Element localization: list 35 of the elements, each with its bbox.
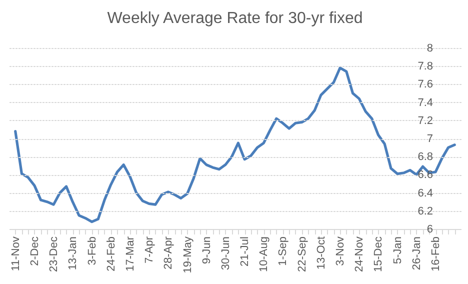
x-tick-label: 10-Aug <box>258 236 270 272</box>
x-tick-label: 9-Jun <box>200 236 213 264</box>
y-tick-label: 6 <box>426 224 434 236</box>
x-tick-label: 28-Apr <box>162 236 175 270</box>
y-tick-label: 7 <box>426 133 434 145</box>
x-tick-label: 7-Apr <box>144 236 156 264</box>
x-tick-label: 26-Jan <box>410 236 423 270</box>
y-tick-label: 6.2 <box>418 205 434 218</box>
y-tick-label: 6.8 <box>418 151 434 164</box>
x-tick-label: 13-Jan <box>67 236 80 270</box>
y-tick-label: 7.2 <box>418 114 434 127</box>
y-tick-label: 6.4 <box>418 187 434 200</box>
x-tick-label: 21-Jul <box>239 236 252 266</box>
x-tick-label: 13-Oct <box>315 236 328 270</box>
x-tick-label: 11-Nov <box>10 236 22 272</box>
x-tick-label: 30-Jun <box>220 236 232 270</box>
x-tick-label: 24-Feb <box>105 236 118 272</box>
chart-title: Weekly Average Rate for 30-yr fixed <box>107 10 363 27</box>
x-tick-label: 16-Feb <box>430 236 442 272</box>
x-tick-label: 23-Dec <box>48 236 60 272</box>
y-tick-label: 7.6 <box>418 78 434 91</box>
x-tick-label: 19-May <box>182 236 194 274</box>
x-tick-label: 3-Nov <box>334 236 347 266</box>
y-tick-label: 6.6 <box>418 169 434 182</box>
x-tick-label: 15-Dec <box>372 236 385 272</box>
x-tick-label: 22-Sep <box>296 236 308 272</box>
x-tick-label: 24-Nov <box>354 236 366 272</box>
x-tick-label: 3-Feb <box>86 236 98 266</box>
x-tick-label: 2-Dec <box>28 236 41 266</box>
x-tick-label: 5-Jan <box>392 236 404 264</box>
y-tick-label: 7.4 <box>418 96 434 109</box>
y-tick-label: 8 <box>426 42 434 54</box>
x-tick-label: 17-Mar <box>124 236 136 272</box>
x-tick-label: 1-Sep <box>277 236 290 266</box>
y-tick-label: 7.8 <box>418 60 434 73</box>
